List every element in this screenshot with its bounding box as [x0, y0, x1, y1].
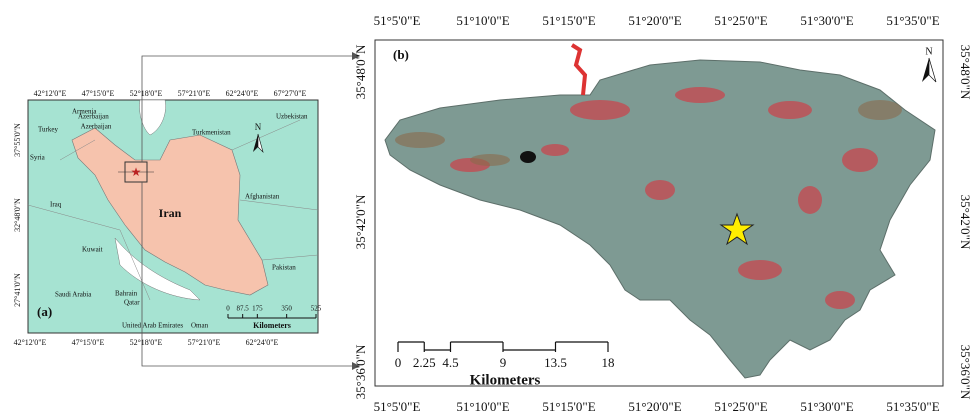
lon-label: 51°15'0"E	[542, 399, 595, 414]
scale-label: 87.5	[237, 305, 250, 313]
scale-label: 2.25	[413, 355, 436, 370]
scale-label: 9	[500, 355, 507, 370]
north-label: N	[255, 122, 262, 132]
lon-label: 67°27'0"E	[274, 89, 307, 98]
lon-label: 51°35'0"E	[886, 399, 939, 414]
lon-label: 51°30'0"E	[800, 399, 853, 414]
lake	[520, 151, 536, 163]
lat-label: 35°42'0"N	[958, 195, 973, 250]
lat-label: 35°42'0"N	[353, 194, 368, 249]
place-name: Azerbaijan	[78, 113, 109, 121]
lon-label: 51°10'0"E	[456, 399, 509, 414]
lat-label: 35°36'0"N	[958, 345, 973, 400]
scale-label: 18	[602, 355, 615, 370]
scale-unit: Kilometers	[253, 321, 291, 330]
panel-label: (a)	[37, 304, 52, 319]
place-name: Qatar	[124, 299, 140, 307]
lon-label: 51°20'0"E	[628, 399, 681, 414]
scale-label: 175	[252, 305, 263, 313]
figure: ★ Iran Armenia Azerbaijan Azerbaijan Tur…	[0, 0, 974, 419]
lon-label: 51°35'0"E	[886, 13, 939, 28]
place-name: Turkmenistan	[192, 129, 231, 137]
lon-label: 52°18'0"E	[130, 89, 163, 98]
north-label: N	[925, 46, 932, 57]
place-name: Saudi Arabia	[55, 291, 92, 299]
scale-label: 525	[311, 305, 322, 313]
place-name: United Arab Emirates	[122, 322, 183, 330]
panel-label: (b)	[393, 47, 409, 62]
iran-label: Iran	[159, 206, 182, 220]
lon-label: 51°10'0"E	[456, 13, 509, 28]
place-name: Azerbaijan	[81, 123, 112, 131]
place-name: Syria	[30, 154, 46, 162]
lon-label: 42°12'0"E	[34, 89, 67, 98]
lon-label: 62°24'0"E	[226, 89, 259, 98]
lon-label: 51°30'0"E	[800, 13, 853, 28]
scale-label: 13.5	[544, 355, 567, 370]
lon-label: 62°24'0"E	[246, 338, 279, 347]
place-name: Iraq	[50, 201, 62, 209]
lat-label: 35°48'0"N	[353, 44, 368, 99]
lat-label: 27°41'0"N	[13, 273, 22, 307]
scale-label: 350	[281, 305, 292, 313]
lon-label: 52°18'0"E	[130, 338, 163, 347]
lon-label: 47°15'0"E	[72, 338, 105, 347]
place-name: Turkey	[38, 126, 58, 134]
scale-label: 4.5	[442, 355, 458, 370]
place-name: Oman	[191, 322, 209, 330]
lon-label: 57°21'0"E	[178, 89, 211, 98]
lon-label: 57°21'0"E	[188, 338, 221, 347]
place-name: Kuwait	[82, 246, 103, 254]
place-name: Bahrain	[115, 290, 138, 298]
lon-label: 51°5'0"E	[374, 13, 421, 28]
study-area-star: ★	[131, 165, 142, 179]
lat-label: 35°36'0"N	[353, 344, 368, 399]
place-name: Pakistan	[272, 264, 296, 272]
lon-label: 47°15'0"E	[82, 89, 115, 98]
lon-label: 51°5'0"E	[374, 399, 421, 414]
scale-unit: Kilometers	[470, 372, 541, 388]
place-name: Afghanistan	[245, 193, 280, 201]
lon-label: 51°15'0"E	[542, 13, 595, 28]
place-name: Uzbekistan	[276, 113, 308, 121]
scale-label: 0	[226, 305, 230, 313]
lon-label: 51°25'0"E	[714, 13, 767, 28]
lat-label: 32°48'0"N	[13, 198, 22, 232]
lon-label: 51°25'0"E	[714, 399, 767, 414]
lon-label: 51°20'0"E	[628, 13, 681, 28]
lat-label: 35°48'0"N	[958, 45, 973, 100]
scale-label: 0	[395, 355, 402, 370]
lat-label: 37°55'0"N	[13, 123, 22, 157]
lon-label: 42°12'0"E	[14, 338, 47, 347]
